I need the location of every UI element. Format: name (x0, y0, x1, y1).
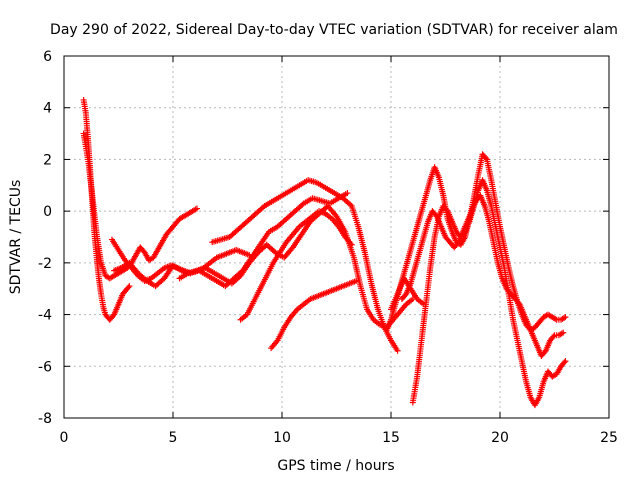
x-axis-label: GPS time / hours (277, 458, 394, 474)
axis-ticks: 0 5 10 15 20 25 -8 -6 -4 -2 0 2 4 6 (38, 49, 618, 446)
series-11 (398, 192, 567, 359)
y-tick-label: -4 (38, 308, 52, 324)
data-points (80, 96, 569, 409)
data-point (482, 155, 489, 162)
series-5 (176, 202, 416, 331)
data-point (344, 190, 351, 197)
y-tick-label: 2 (43, 152, 52, 168)
data-point (550, 333, 557, 340)
chart-title: Day 290 of 2022, Sidereal Day-to-day VTE… (50, 22, 618, 38)
data-point (193, 205, 200, 212)
y-tick-label: -8 (38, 411, 52, 427)
x-tick-label: 0 (60, 430, 69, 446)
data-point (420, 301, 427, 308)
grid-lines (64, 56, 609, 418)
data-point (126, 283, 133, 290)
series-12 (388, 275, 427, 313)
data-point (561, 359, 568, 366)
y-tick-label: 4 (43, 101, 52, 117)
data-point (394, 347, 401, 354)
data-point (541, 349, 548, 356)
series-7 (237, 208, 355, 323)
series-9 (383, 151, 569, 334)
y-tick-label: -2 (38, 256, 52, 272)
x-tick-label: 25 (600, 430, 618, 446)
data-point (562, 358, 569, 365)
data-point (562, 314, 569, 321)
data-point (246, 252, 253, 259)
data-point (515, 299, 522, 306)
data-point (432, 212, 439, 219)
x-tick-label: 15 (382, 430, 400, 446)
y-tick-label: 0 (43, 204, 52, 220)
data-point (560, 329, 567, 336)
y-axis-label: SDTVAR / TECUs (8, 180, 24, 295)
plot-frame (63, 55, 610, 419)
data-point (443, 206, 450, 213)
data-point (348, 241, 355, 248)
data-point (110, 312, 117, 319)
data-point (454, 240, 461, 247)
data-point (402, 292, 409, 299)
x-tick-label: 10 (273, 430, 291, 446)
series-6 (209, 177, 401, 354)
y-tick-label: -6 (38, 359, 52, 375)
series-8 (268, 277, 360, 352)
data-point (353, 277, 360, 284)
data-point (125, 284, 132, 291)
y-tick-label: 6 (43, 49, 52, 65)
series-2 (80, 130, 200, 282)
x-tick-label: 20 (491, 430, 509, 446)
x-tick-label: 5 (169, 430, 178, 446)
